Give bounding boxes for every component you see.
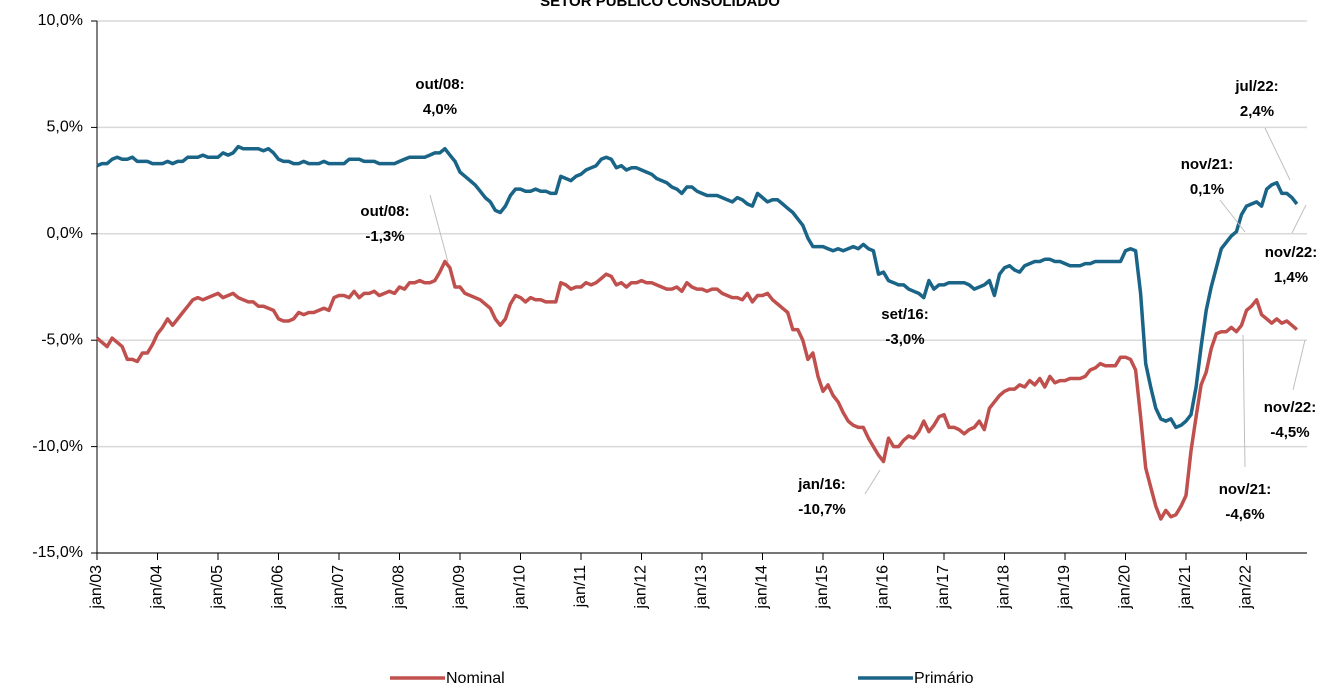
annotation: out/08: — [415, 76, 464, 93]
x-tick-label: jan/11 — [572, 565, 589, 609]
leader-line — [1291, 204, 1307, 234]
annotation: -1,3% — [365, 228, 404, 245]
y-tick-label: -15,0% — [32, 544, 83, 561]
annotation: -4,6% — [1225, 506, 1264, 523]
y-tick-label: 10,0% — [38, 12, 83, 29]
x-tick-label: jan/19 — [1056, 565, 1073, 610]
x-tick-label: jan/07 — [330, 565, 347, 610]
leader-line — [1264, 127, 1291, 181]
leader-line — [429, 194, 449, 263]
annotation: set/16: — [881, 306, 929, 323]
annotation: jan/16: — [797, 476, 846, 493]
x-tick-label: jan/13 — [693, 565, 710, 610]
legend-label: Primário — [914, 670, 974, 687]
y-tick-label: 5,0% — [47, 119, 83, 136]
x-tick-label: jan/04 — [149, 565, 166, 610]
x-tick-label: jan/15 — [814, 565, 831, 610]
x-tick-label: jan/09 — [451, 565, 468, 610]
annotation: 4,0% — [423, 101, 457, 118]
x-tick-label: jan/14 — [754, 565, 771, 610]
y-tick-label: 0,0% — [47, 225, 83, 242]
annotation: jul/22: — [1234, 78, 1278, 95]
annotation: -10,7% — [798, 501, 846, 518]
y-tick-label: -10,0% — [32, 438, 83, 455]
x-tick-label: jan/12 — [633, 565, 650, 610]
x-tick-label: jan/03 — [88, 565, 105, 610]
annotation: 0,1% — [1190, 181, 1224, 198]
x-tick-label: jan/16 — [875, 565, 892, 610]
leader-line — [1242, 334, 1246, 468]
annotation: nov/21: — [1181, 156, 1234, 173]
annotation: nov/21: — [1219, 481, 1272, 498]
x-tick-label: jan/08 — [391, 565, 408, 610]
x-tick-label: jan/06 — [270, 565, 287, 610]
leader-line — [1292, 339, 1306, 391]
annotation: nov/22: — [1265, 244, 1318, 261]
x-tick-label: jan/18 — [996, 565, 1013, 610]
annotation: nov/22: — [1264, 399, 1317, 416]
annotation: -4,5% — [1270, 424, 1309, 441]
x-tick-label: jan/20 — [1117, 565, 1134, 610]
leader-line — [864, 469, 881, 495]
legend-label: Nominal — [446, 670, 505, 687]
leader-line — [1219, 199, 1246, 233]
chart-title: SETOR PÚBLICO CONSOLIDADO — [540, 0, 780, 10]
annotation: -3,0% — [885, 331, 924, 348]
y-tick-label: -5,0% — [41, 331, 83, 348]
annotation: out/08: — [360, 203, 409, 220]
series-line — [95, 259, 1299, 521]
annotation: 1,4% — [1274, 269, 1308, 286]
x-tick-label: jan/10 — [512, 565, 529, 610]
x-tick-label: jan/22 — [1238, 565, 1255, 610]
x-tick-label: jan/05 — [209, 565, 226, 610]
x-tick-label: jan/17 — [935, 565, 952, 610]
annotation: 2,4% — [1240, 103, 1274, 120]
x-tick-label: jan/21 — [1177, 565, 1194, 610]
series-line — [96, 144, 1299, 430]
